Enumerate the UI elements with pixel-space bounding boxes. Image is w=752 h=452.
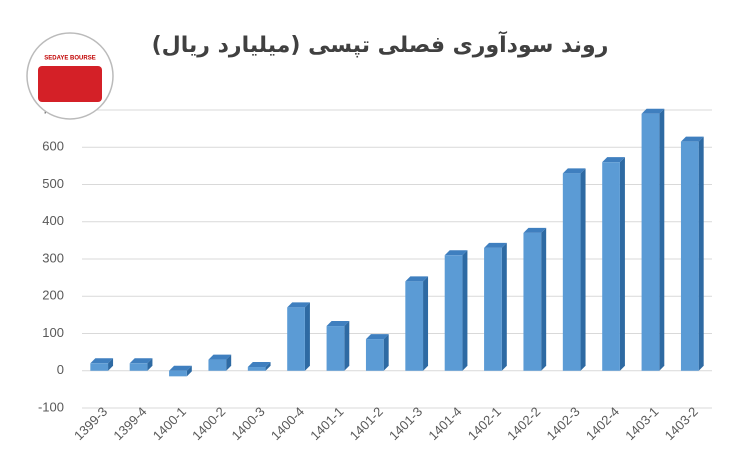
logo: SEDAYE BOURSE bbox=[26, 32, 114, 120]
bar bbox=[523, 232, 542, 371]
logo-text: SEDAYE BOURSE bbox=[44, 56, 95, 62]
logo-mark bbox=[38, 66, 102, 102]
chart-title: روند سودآوری فصلی تپسی (میلیارد ریال) bbox=[152, 30, 609, 58]
bar-top bbox=[326, 321, 350, 327]
y-tick-label: 100 bbox=[42, 325, 64, 340]
bar bbox=[680, 141, 699, 371]
bar-top bbox=[641, 108, 665, 114]
bar-top bbox=[365, 334, 389, 340]
y-tick-label: 300 bbox=[42, 250, 64, 265]
bar-top bbox=[602, 157, 625, 163]
bar-side bbox=[304, 302, 310, 371]
bar-top bbox=[562, 168, 586, 174]
y-tick-label: 400 bbox=[42, 213, 64, 228]
bar-side bbox=[619, 157, 625, 371]
bar-top bbox=[129, 358, 153, 364]
bar bbox=[562, 173, 581, 371]
bar-top bbox=[484, 242, 507, 248]
bar-top bbox=[405, 276, 429, 282]
bar bbox=[287, 307, 305, 371]
bar-side bbox=[580, 168, 586, 371]
bar-side bbox=[108, 358, 114, 371]
y-tick-label: 500 bbox=[42, 176, 64, 191]
bar-side bbox=[698, 136, 704, 371]
bar-side bbox=[226, 354, 232, 371]
bar-top bbox=[680, 136, 704, 142]
bar-side bbox=[501, 242, 507, 371]
bar-side bbox=[265, 362, 271, 371]
bar bbox=[90, 363, 109, 371]
bar-top bbox=[208, 354, 232, 360]
bar bbox=[169, 370, 187, 377]
y-tick-label: 0 bbox=[57, 362, 64, 377]
y-tick-label: 200 bbox=[42, 288, 64, 303]
bar-side bbox=[383, 334, 389, 371]
bar bbox=[247, 367, 266, 371]
bar-top bbox=[523, 227, 547, 233]
bar bbox=[365, 339, 384, 371]
bar-side bbox=[147, 358, 153, 371]
bar bbox=[602, 162, 620, 371]
bar bbox=[484, 247, 502, 371]
bar bbox=[405, 281, 424, 371]
y-tick-label: 600 bbox=[42, 139, 64, 154]
bar-top bbox=[287, 302, 310, 308]
bar-top bbox=[169, 365, 192, 371]
bar bbox=[641, 113, 660, 371]
y-tick-label: -100 bbox=[38, 399, 64, 414]
bar-side bbox=[423, 276, 429, 371]
bar bbox=[326, 326, 345, 371]
bar-side bbox=[659, 108, 665, 371]
bar-top bbox=[247, 362, 271, 368]
bar-side bbox=[541, 227, 547, 371]
bar bbox=[444, 255, 463, 371]
bar-top bbox=[444, 250, 468, 256]
bar-side bbox=[462, 250, 468, 371]
bar-top bbox=[90, 358, 114, 364]
bar bbox=[129, 363, 148, 371]
bar-side bbox=[186, 365, 192, 377]
bar bbox=[208, 359, 227, 371]
bar-side bbox=[344, 321, 350, 371]
